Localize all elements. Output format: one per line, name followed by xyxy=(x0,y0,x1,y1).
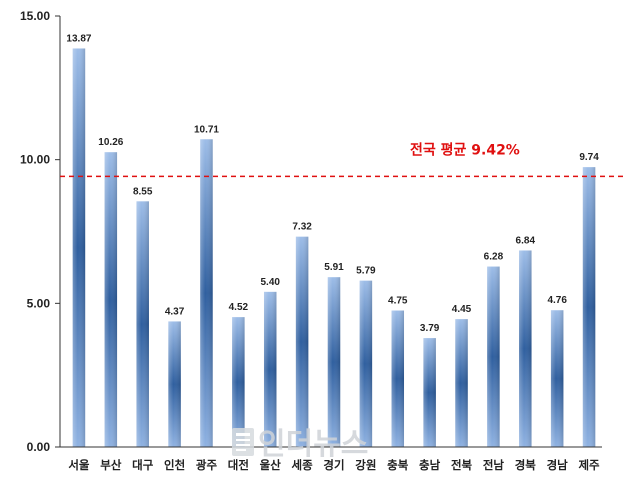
category-label: 대구 xyxy=(132,458,154,472)
category-label: 부산 xyxy=(100,458,122,472)
category-label: 울산 xyxy=(260,458,282,472)
data-label: 6.28 xyxy=(484,252,504,263)
data-label: 4.75 xyxy=(388,296,408,307)
category-label: 인천 xyxy=(164,458,185,472)
watermark: 인더뉴스 xyxy=(232,427,368,462)
y-axis-tick-labels: 0.00 5.00 10.00 15.00 xyxy=(20,9,60,454)
bar-shade xyxy=(263,291,277,447)
bar-shade xyxy=(519,250,532,447)
bar-shade xyxy=(232,317,245,447)
category-label: 전남 xyxy=(483,458,505,472)
watermark-text: 인더뉴스 xyxy=(258,427,368,462)
y-tick-label: 15.00 xyxy=(20,9,50,23)
data-label: 6.84 xyxy=(516,235,536,246)
bar-shade xyxy=(391,310,405,447)
category-label: 대전 xyxy=(228,458,249,472)
data-label: 4.45 xyxy=(452,304,472,315)
data-labels-group: 13.87 10.26 8.55 4.37 10.71 4.52 5.40 7.32 5.91 5… xyxy=(66,33,599,334)
data-label: 7.32 xyxy=(292,222,312,233)
data-label: 4.37 xyxy=(165,306,185,317)
data-label: 4.76 xyxy=(547,295,567,306)
category-labels-group: 서울 부산 대구 인천 광주 대전 울산 세종 경기 강원 충북 충남 전북 전남 경북 경남 제주 xyxy=(68,458,600,472)
data-label: 5.79 xyxy=(356,266,376,277)
bars-group xyxy=(72,48,596,448)
data-label: 3.79 xyxy=(420,323,440,334)
category-label: 경기 xyxy=(323,458,344,472)
data-label: 5.91 xyxy=(324,262,344,273)
bar-shade xyxy=(72,48,86,448)
national-average-label: 전국 평균 9.42% xyxy=(410,141,520,158)
category-label: 제주 xyxy=(578,458,600,472)
category-label: 충남 xyxy=(419,458,441,472)
category-label: 서울 xyxy=(68,458,90,472)
category-label: 경남 xyxy=(547,458,569,472)
category-label: 강원 xyxy=(355,458,376,472)
data-label: 10.26 xyxy=(98,137,123,148)
bar-shade xyxy=(423,338,436,447)
y-tick-label: 5.00 xyxy=(27,296,51,310)
y-tick-label: 0.00 xyxy=(27,440,51,454)
category-label: 충북 xyxy=(387,458,409,472)
data-label: 5.40 xyxy=(261,277,281,288)
bar-shade xyxy=(104,152,118,448)
category-label: 광주 xyxy=(196,458,218,472)
data-label: 10.71 xyxy=(194,124,219,135)
data-label: 13.87 xyxy=(66,33,91,44)
bar-shade xyxy=(582,167,596,447)
bar-shade xyxy=(487,266,500,447)
y-tick-label: 10.00 xyxy=(20,153,50,167)
data-label: 4.52 xyxy=(229,302,249,313)
newspaper-logo-icon xyxy=(232,428,254,456)
bar-shade xyxy=(455,319,468,447)
bar-shade xyxy=(200,139,213,448)
bar-shade xyxy=(550,310,564,447)
bar-shade xyxy=(295,236,309,447)
category-label: 경북 xyxy=(515,458,537,472)
data-label: 9.74 xyxy=(579,152,599,163)
data-label: 8.55 xyxy=(133,186,153,197)
bar-shade xyxy=(136,201,149,447)
category-label: 세종 xyxy=(292,458,314,472)
bar-shade xyxy=(168,321,181,447)
bar-shade xyxy=(359,280,373,447)
bar-shade xyxy=(327,277,341,447)
category-label: 전북 xyxy=(451,458,473,472)
